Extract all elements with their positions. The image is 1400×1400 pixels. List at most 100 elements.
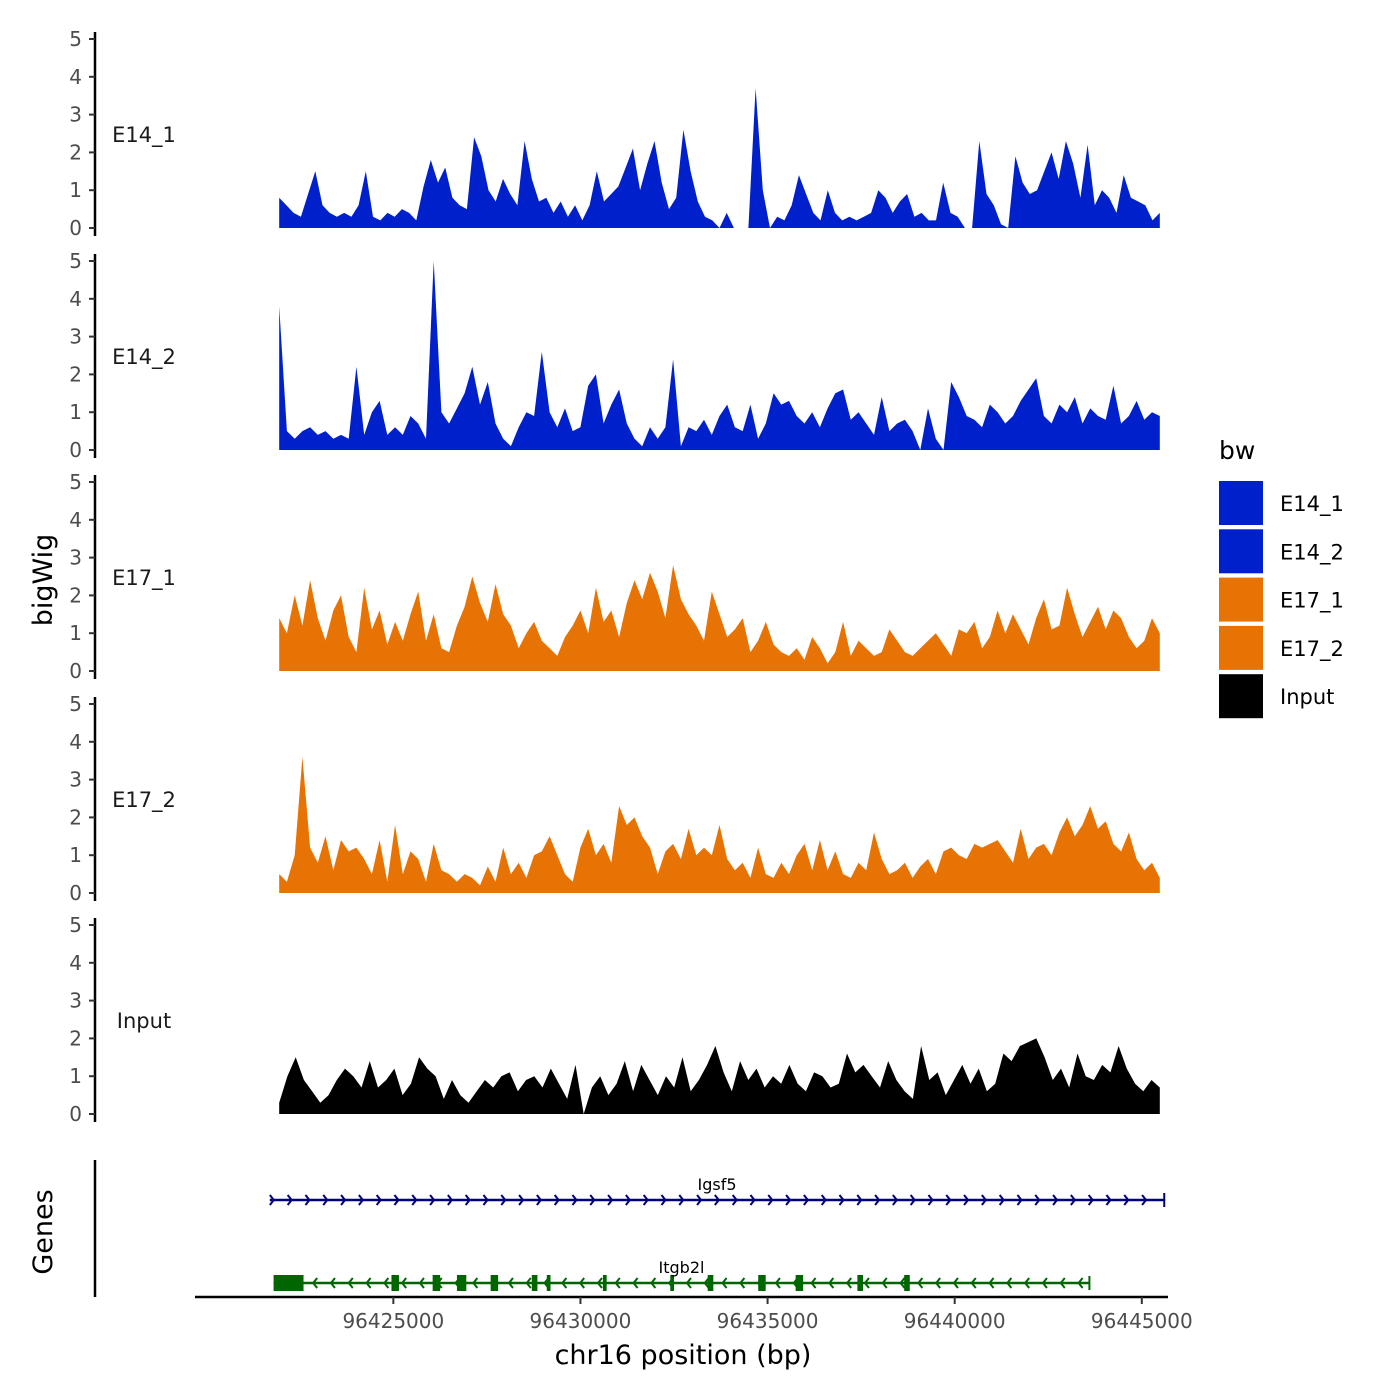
strand-arrow [1105,1194,1112,1206]
strand-arrow [447,1194,454,1206]
y-tick-label: 3 [69,103,82,127]
strand-arrow [561,1277,568,1289]
exon [432,1275,441,1291]
strand-arrow [934,1277,941,1289]
y-tick-label: 0 [69,881,82,905]
strand-arrow [685,1277,692,1289]
strand-arrow [304,1194,311,1206]
y-tick-label: 4 [69,65,82,89]
strand-arrow [1023,1277,1030,1289]
strand-arrow [917,1277,924,1289]
strand-arrow [375,1194,382,1206]
area-Input [279,1038,1160,1114]
strand-arrow [1006,1277,1013,1289]
strand-arrow [678,1194,685,1206]
strand-arrow [1077,1277,1084,1289]
strand-arrow [418,1277,425,1289]
y-tick-label: 0 [69,438,82,462]
y-tick-label: 4 [69,730,82,754]
y-tick-label: 1 [69,400,82,424]
x-tick-label: 96430000 [530,1309,632,1333]
strand-arrow [803,1194,810,1206]
strand-arrow [1123,1194,1130,1206]
track-label-E17_2: E17_2 [112,788,176,813]
exon [602,1275,607,1291]
strand-arrow [1141,1194,1148,1206]
strand-arrow [625,1194,632,1206]
track-E17_2: 0 1 2 3 4 5 E17_2 [69,692,1160,905]
strand-arrow [607,1194,614,1206]
strand-arrow [329,1277,336,1289]
y-tick-label: 4 [69,287,82,311]
strand-arrow [642,1194,649,1206]
exon [758,1275,766,1291]
strand-arrow [400,1277,407,1289]
gene-label: Igsf5 [698,1175,737,1194]
track-E14_2: 0 1 2 3 4 5 E14_2 [69,249,1160,462]
strand-arrow [311,1277,318,1289]
strand-arrow [464,1194,471,1206]
strand-arrow [820,1194,827,1206]
strand-arrow [536,1194,543,1206]
strand-arrow [703,1277,710,1289]
gene-igsf5: Igsf5 [269,1175,1166,1207]
strand-arrow [482,1194,489,1206]
legend-swatch-E14_2 [1219,529,1263,574]
strand-arrow [731,1194,738,1206]
y-tick-label: 4 [69,951,82,975]
y-tick-label: 4 [69,508,82,532]
y-tick-label: 3 [69,546,82,570]
x-tick-label: 96425000 [342,1309,444,1333]
y-tick-label: 5 [69,913,82,937]
strand-arrow [286,1194,293,1206]
strand-arrow [696,1194,703,1206]
area-E17_2 [279,756,1160,893]
legend-title: bw [1219,436,1255,465]
strand-arrow [347,1277,354,1289]
exon [531,1275,538,1291]
strand-arrow [721,1277,728,1289]
strand-arrow [988,1277,995,1289]
strand-arrow [1070,1194,1077,1206]
strand-arrow [845,1277,852,1289]
strand-arrow [863,1277,870,1289]
strand-arrow [518,1194,525,1206]
strand-arrow [856,1194,863,1206]
legend-label-E17_1: E17_1 [1280,589,1344,614]
legend: bw E14_1 E14_2 E17_1 E17_2 Input [1219,436,1344,719]
strand-arrow [970,1277,977,1289]
strand-arrow [650,1277,657,1289]
exon [670,1275,675,1291]
area-E17_1 [279,565,1160,671]
x-axis: 96425000 96430000 96435000 96440000 96445000 [195,1295,1193,1333]
strand-arrow [383,1277,390,1289]
y-tick-label: 5 [69,692,82,716]
strand-arrow [774,1277,781,1289]
strand-arrow [507,1277,514,1289]
legend-label-E17_2: E17_2 [1280,637,1344,662]
strand-arrow [269,1194,276,1206]
legend-swatch-E17_2 [1219,625,1263,670]
exon [904,1275,910,1291]
y-tick-label: 3 [69,325,82,349]
exon [707,1275,714,1291]
gene-itgb2l: Itgb2l [273,1258,1091,1291]
y-tick-label: 2 [69,1026,82,1050]
strand-arrow [596,1277,603,1289]
strand-arrow [614,1277,621,1289]
y-tick-label: 2 [69,362,82,386]
legend-label-Input: Input [1280,685,1334,709]
strand-arrow [838,1194,845,1206]
exon [857,1275,864,1291]
strand-arrow [1034,1194,1041,1206]
strand-arrow [874,1194,881,1206]
track-label-E14_2: E14_2 [112,345,176,370]
y-tick-label: 5 [69,27,82,51]
strand-arrow [660,1194,667,1206]
strand-arrow [945,1194,952,1206]
track-label-E14_1: E14_1 [112,123,176,148]
strand-arrow [340,1194,347,1206]
strand-arrow [963,1194,970,1206]
legend-swatch-E17_1 [1219,577,1263,622]
x-tick-label: 96445000 [1091,1309,1193,1333]
